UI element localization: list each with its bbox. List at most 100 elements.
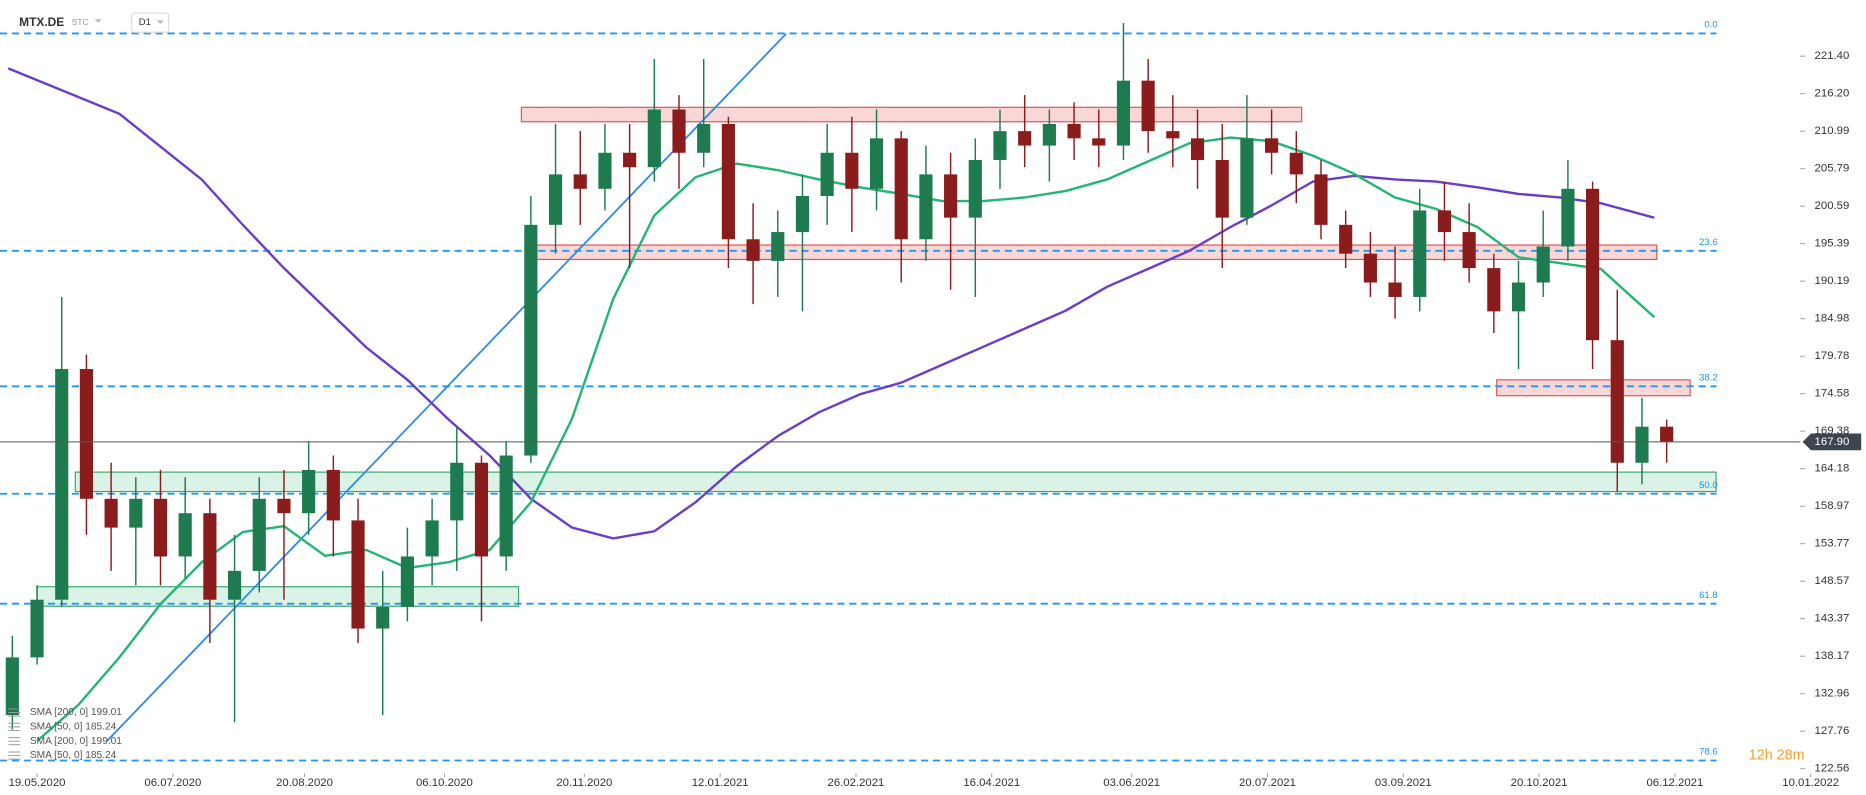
candle-body (252, 498, 266, 571)
lines-layer: 0.0 23.6 38.2 50.0 61.8 78.6 (0, 20, 1718, 762)
x-tick-label: 20.10.2021 (1511, 777, 1568, 789)
zone (1496, 379, 1691, 397)
candle-body (944, 174, 958, 218)
candle-body (1116, 80, 1131, 146)
fib-label: 78.6 (1699, 747, 1718, 758)
zone (526, 244, 1658, 261)
x-tick-label: 16.04.2021 (963, 777, 1020, 789)
candle-body (1635, 426, 1649, 463)
candle-body (1190, 138, 1205, 160)
y-tick-label: 190.19 (1815, 275, 1850, 287)
candle-body (1067, 123, 1081, 139)
legend-entry: SMA [50, 0] 185.24 (30, 750, 117, 761)
fib-label: 50.0 (1699, 480, 1718, 491)
candle-body (993, 131, 1007, 160)
fib-label: 61.8 (1699, 590, 1718, 601)
candle-body (1265, 138, 1279, 153)
y-tick-label: 174.58 (1815, 388, 1850, 400)
timeframe-box[interactable] (130, 12, 170, 33)
timeframe[interactable]: D1 (139, 17, 151, 28)
x-tick-label: 10.01.2022 (1782, 777, 1839, 789)
instrument-type: STC (72, 17, 89, 27)
zone (74, 471, 1717, 493)
candle-body (1166, 131, 1180, 139)
candle-body (548, 174, 563, 225)
x-tick-label: 26.02.2021 (828, 777, 885, 789)
y-tick-label: 169.38 (1815, 425, 1850, 437)
candle-body (425, 520, 439, 557)
candle-body (1363, 253, 1377, 283)
candle-body (746, 239, 760, 261)
candle-body (1462, 232, 1476, 269)
legend-icon (8, 751, 21, 760)
y-tick-label: 132.96 (1815, 688, 1850, 700)
candle-body (104, 498, 118, 528)
x-tick-label: 03.09.2021 (1375, 777, 1432, 789)
x-tick-label: 03.06.2021 (1103, 777, 1160, 789)
y-tick-label: 216.20 (1815, 88, 1850, 100)
candle-body (795, 196, 810, 233)
candle-body (1314, 174, 1328, 225)
candle-body (450, 462, 464, 521)
candle-body (55, 369, 69, 600)
legend-entry: SMA [200, 0] 199.01 (30, 736, 122, 747)
candle-body (1413, 210, 1427, 297)
candle-body (894, 138, 908, 240)
y-tick-label: 205.79 (1815, 163, 1850, 175)
y-tick-label: 179.78 (1815, 350, 1850, 362)
candle-body (1561, 188, 1575, 247)
y-tick-label: 184.98 (1815, 313, 1850, 325)
candle-body (524, 224, 538, 456)
y-tick-label: 221.40 (1815, 50, 1850, 62)
candle-body (178, 513, 192, 557)
y-tick-label: 143.37 (1815, 613, 1850, 625)
candle-body (647, 109, 661, 168)
legend-icon (8, 722, 21, 731)
candle-body (771, 232, 785, 261)
candle-body (1388, 282, 1402, 297)
candle-body (1610, 340, 1624, 463)
candle-body (598, 152, 612, 189)
candle-body (1586, 188, 1600, 341)
x-tick-label: 06.07.2020 (144, 777, 201, 789)
candle-body (326, 469, 340, 521)
y-tick-label: 164.18 (1815, 463, 1850, 475)
candle-body (227, 570, 242, 600)
x-tick-label: 20.07.2021 (1239, 777, 1296, 789)
y-tick-label: 122.56 (1815, 763, 1850, 775)
candle-body (968, 159, 982, 218)
fib-label: 23.6 (1699, 237, 1718, 248)
candle-body (623, 152, 637, 168)
candle-body (721, 123, 735, 240)
sma-line (7, 67, 1655, 540)
candle-body (1215, 159, 1229, 218)
axis-layer: 221.40 216.20 210.99 205.79 200.59 195.39 190.… (0, 50, 1862, 789)
symbol[interactable]: MTX.DE (19, 15, 64, 29)
candle-body (376, 606, 390, 629)
candle-body (1511, 282, 1526, 312)
x-tick-label: 20.11.2020 (556, 777, 612, 789)
dropdown-arrow[interactable] (94, 19, 102, 23)
candle-body (499, 455, 513, 557)
legend-icon (8, 708, 21, 717)
countdown: 12h 28m (1749, 747, 1805, 763)
y-tick-label: 158.97 (1815, 500, 1850, 512)
y-tick-label: 127.76 (1815, 725, 1850, 737)
candle-body (1092, 138, 1106, 146)
candle-body (1660, 426, 1674, 442)
candle-body (30, 599, 44, 658)
candle-body (919, 174, 933, 240)
x-tick-label: 12.01.2021 (692, 777, 749, 789)
candle-body (1339, 224, 1353, 254)
zone (520, 106, 1303, 123)
x-tick-label: 19.05.2020 (9, 777, 66, 789)
legend-entry: SMA [50, 0] 185.24 (30, 722, 117, 733)
dropdown-arrow[interactable] (156, 20, 164, 24)
y-tick-label: 195.39 (1815, 238, 1850, 250)
candle-body (277, 498, 291, 514)
candle-body (1487, 268, 1501, 312)
candle-body (302, 469, 316, 514)
candle-body (474, 462, 489, 557)
